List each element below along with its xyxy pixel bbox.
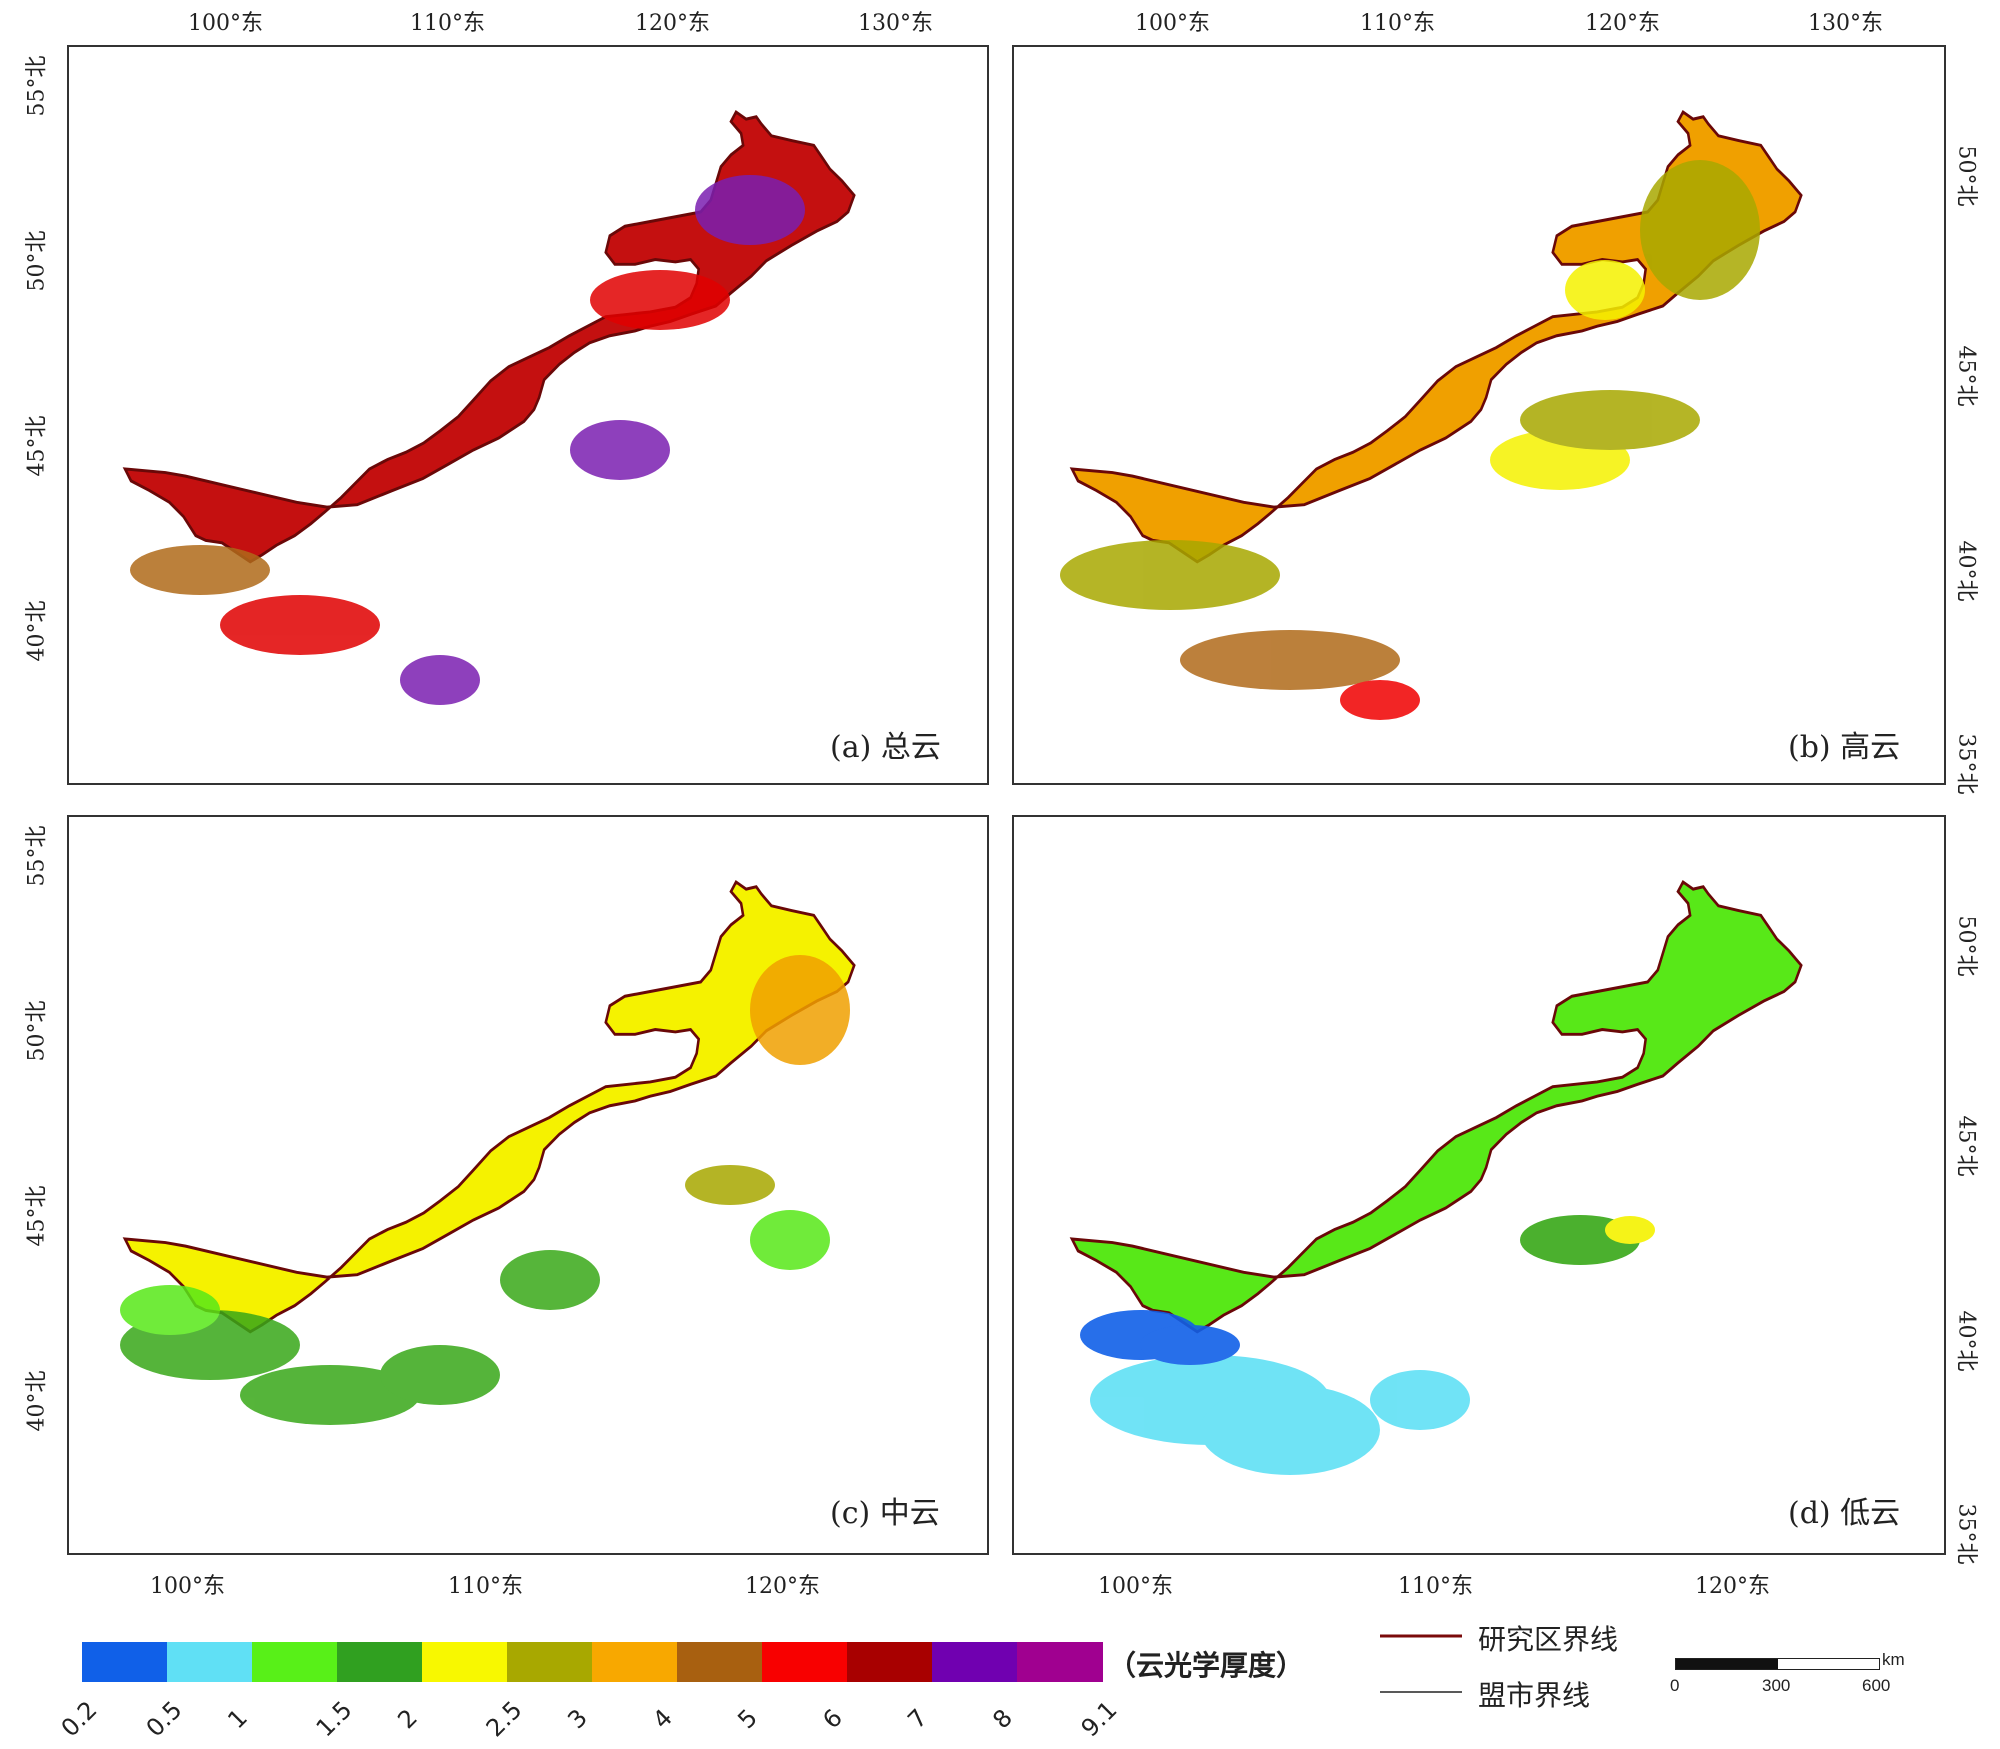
scalebar-unit: km xyxy=(1882,1650,1905,1669)
legend-city-boundary: 盟市界线 xyxy=(1478,1679,1591,1712)
lon-label: 130°东 xyxy=(858,11,933,36)
lon-label: 110°东 xyxy=(1360,11,1435,36)
lat-label: 40°北 xyxy=(24,600,50,662)
colorbar-swatch xyxy=(932,1642,1018,1682)
colorbar-swatch xyxy=(677,1642,763,1682)
map-panel-b xyxy=(1012,45,1946,785)
lon-label: 100°东 xyxy=(1135,11,1210,36)
legend-study-area: 研究区界线 xyxy=(1478,1623,1619,1656)
lat-label: 45°北 xyxy=(1953,1115,1979,1177)
colorbar-title: （云光学厚度） xyxy=(1108,1649,1305,1682)
lat-label: 35°北 xyxy=(1953,1503,1979,1565)
lon-label: 100°东 xyxy=(150,1574,225,1599)
lon-label: 130°东 xyxy=(1808,11,1883,36)
colorbar-swatch xyxy=(507,1642,593,1682)
lat-label: 40°北 xyxy=(24,1370,50,1432)
lon-label: 110°东 xyxy=(410,11,485,36)
lon-label: 110°东 xyxy=(448,1574,523,1599)
region-d xyxy=(1070,880,1803,1334)
colorbar-swatch xyxy=(847,1642,933,1682)
lat-label: 40°北 xyxy=(1953,1310,1979,1372)
lat-label: 35°北 xyxy=(1953,733,1979,795)
scalebar-label: 0 xyxy=(1670,1676,1680,1695)
lon-label: 110°东 xyxy=(1398,1574,1473,1599)
lat-label: 50°北 xyxy=(24,1000,50,1062)
lon-label: 120°东 xyxy=(745,1574,820,1599)
lon-label: 120°东 xyxy=(1585,11,1660,36)
region-c xyxy=(123,880,856,1334)
accents-c xyxy=(120,955,850,1425)
panel-title-b: (b) 高云 xyxy=(1788,730,1901,765)
colorbar-swatch xyxy=(167,1642,253,1682)
lat-label: 50°北 xyxy=(1953,915,1979,977)
colorbar-swatch xyxy=(762,1642,848,1682)
scalebar-label: 300 xyxy=(1762,1676,1791,1695)
panel-title-d: (d) 低云 xyxy=(1788,1496,1901,1531)
lat-label: 45°北 xyxy=(1953,345,1979,407)
lat-label: 50°北 xyxy=(1953,145,1979,207)
colorbar-swatch xyxy=(422,1642,508,1682)
scalebar-label: 600 xyxy=(1862,1676,1891,1695)
colorbar-swatch xyxy=(592,1642,678,1682)
lon-label: 120°东 xyxy=(1695,1574,1770,1599)
lon-label: 100°东 xyxy=(188,11,263,36)
lat-label: 55°北 xyxy=(24,825,50,887)
accents-a xyxy=(130,175,805,705)
panel-title-c: (c) 中云 xyxy=(830,1496,940,1531)
lon-label: 100°东 xyxy=(1098,1574,1173,1599)
colorbar-swatch xyxy=(252,1642,338,1682)
lat-label: 45°北 xyxy=(24,1185,50,1247)
colorbar-swatch xyxy=(1017,1642,1103,1682)
colorbar xyxy=(82,1642,1103,1684)
accents-b xyxy=(1060,160,1760,720)
legend-lines xyxy=(1380,1634,1462,1693)
lat-label: 50°北 xyxy=(24,230,50,292)
colorbar-swatch xyxy=(82,1642,168,1682)
accents-d xyxy=(1080,1215,1655,1475)
lat-label: 55°北 xyxy=(24,55,50,117)
lat-label: 40°北 xyxy=(1953,540,1979,602)
lat-label: 45°北 xyxy=(24,415,50,477)
colorbar-swatch xyxy=(337,1642,423,1682)
panel-title-a: (a) 总云 xyxy=(830,730,941,765)
scalebar xyxy=(1675,1658,1880,1670)
lon-label: 120°东 xyxy=(635,11,710,36)
